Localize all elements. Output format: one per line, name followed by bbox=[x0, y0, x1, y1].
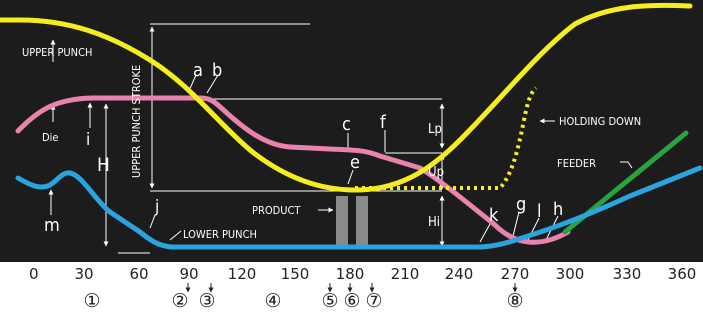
label-Lp: Lp bbox=[428, 122, 442, 137]
stage-5: ⑤ bbox=[321, 290, 338, 312]
label-m: m bbox=[44, 215, 60, 236]
label-upper-punch: UPPER PUNCH bbox=[22, 46, 92, 59]
lower-punch-curve bbox=[15, 165, 703, 250]
tick-90: 90 bbox=[179, 265, 198, 283]
label-l: l bbox=[537, 201, 542, 222]
label-H: H bbox=[97, 154, 110, 176]
tick-0: 0 bbox=[29, 265, 39, 283]
label-Hi: Hi bbox=[428, 215, 440, 230]
label-holding-down: HOLDING DOWN bbox=[559, 115, 641, 128]
label-e: e bbox=[350, 152, 360, 173]
tick-330: 330 bbox=[613, 265, 642, 283]
product-compact-1 bbox=[336, 196, 348, 248]
stage-6: ⑥ bbox=[343, 290, 360, 312]
label-die: Die bbox=[42, 131, 58, 144]
tick-210: 210 bbox=[391, 265, 420, 283]
label-product: PRODUCT bbox=[252, 204, 301, 217]
diagram-labels: UPPER PUNCH UPPER PUNCH STROKE Die i H m… bbox=[22, 46, 641, 241]
dimension-lines bbox=[48, 23, 633, 254]
x-axis-ticks: 0 30 60 90 120 150 180 210 240 270 300 3… bbox=[29, 265, 696, 283]
stage-numbers: ① ② ③ ④ ⑤ ⑥ ⑦ ⑧ bbox=[83, 290, 523, 312]
tick-300: 300 bbox=[556, 265, 585, 283]
stage-arrows bbox=[185, 283, 518, 293]
label-i: i bbox=[86, 130, 90, 150]
label-g: g bbox=[516, 194, 526, 215]
stage-1: ① bbox=[83, 290, 100, 312]
label-b: b bbox=[212, 60, 222, 81]
tick-120: 120 bbox=[228, 265, 257, 283]
label-upper-punch-stroke: UPPER PUNCH STROKE bbox=[130, 65, 143, 178]
stage-3: ③ bbox=[198, 290, 215, 312]
label-h: h bbox=[553, 199, 563, 220]
label-f: f bbox=[380, 112, 387, 133]
tick-30: 30 bbox=[74, 265, 93, 283]
upper-punch-curve bbox=[0, 2, 693, 193]
tick-240: 240 bbox=[445, 265, 474, 283]
stage-2: ② bbox=[171, 290, 188, 312]
label-lower-punch: LOWER PUNCH bbox=[183, 228, 257, 241]
label-j: j bbox=[154, 197, 159, 217]
label-feeder: FEEDER bbox=[557, 157, 596, 170]
tick-180: 180 bbox=[336, 265, 365, 283]
holding-down-curve bbox=[355, 86, 538, 190]
label-a: a bbox=[193, 60, 203, 81]
stage-7: ⑦ bbox=[365, 290, 382, 312]
tick-150: 150 bbox=[281, 265, 310, 283]
tick-270: 270 bbox=[501, 265, 530, 283]
stage-4: ④ bbox=[264, 290, 281, 312]
tick-360: 360 bbox=[668, 265, 697, 283]
label-c: c bbox=[342, 114, 351, 135]
tick-60: 60 bbox=[129, 265, 148, 283]
label-Up: Up bbox=[428, 165, 444, 180]
product-compact-2 bbox=[356, 196, 368, 248]
die-curve bbox=[15, 95, 571, 245]
label-k: k bbox=[489, 205, 499, 226]
stage-8: ⑧ bbox=[506, 290, 523, 312]
